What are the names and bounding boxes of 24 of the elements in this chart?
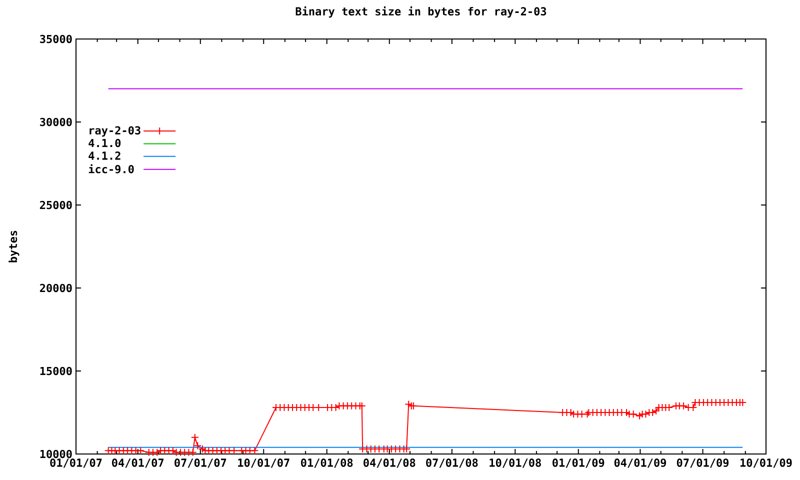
x-tick-label: 07/01/08 — [426, 458, 478, 468]
y-tick-label: 35000 — [40, 34, 72, 44]
legend-label: ray-2-03 — [90, 126, 140, 137]
legend-label: 4.1.2 — [88, 152, 120, 160]
x-tick-label: 04/01/07 — [112, 458, 164, 468]
x-tick-label: 07/01/09 — [676, 458, 729, 468]
x-tick-label: 04/01/08 — [364, 458, 416, 468]
x-tick-label: 07/01/07 — [174, 458, 226, 468]
legend-label: icc-9.0 — [88, 164, 134, 174]
x-tick-label: 10/01/07 — [238, 458, 290, 468]
y-tick-label: 25000 — [40, 200, 72, 210]
legend-label: 4.1.0 — [88, 138, 121, 148]
x-tick-label: 04/01/09 — [614, 458, 666, 468]
chart-title: Binary text size in bytes for ray-2-03 — [296, 6, 546, 18]
x-tick-label: 01/01/09 — [552, 458, 604, 468]
x-tick-label: 01/01/07 — [50, 458, 102, 468]
y-tick-label: 10000 — [40, 450, 72, 458]
y-tick-label: 15000 — [40, 366, 72, 376]
x-tick-label: 10/01/09 — [740, 458, 792, 468]
x-tick-label: 01/01/08 — [301, 458, 353, 468]
x-tick-label: 10/01/08 — [490, 458, 541, 468]
y-tick-label: 20000 — [40, 284, 72, 292]
y-axis-title: bytes — [8, 230, 20, 262]
y-tick-label: 30000 — [40, 118, 72, 126]
